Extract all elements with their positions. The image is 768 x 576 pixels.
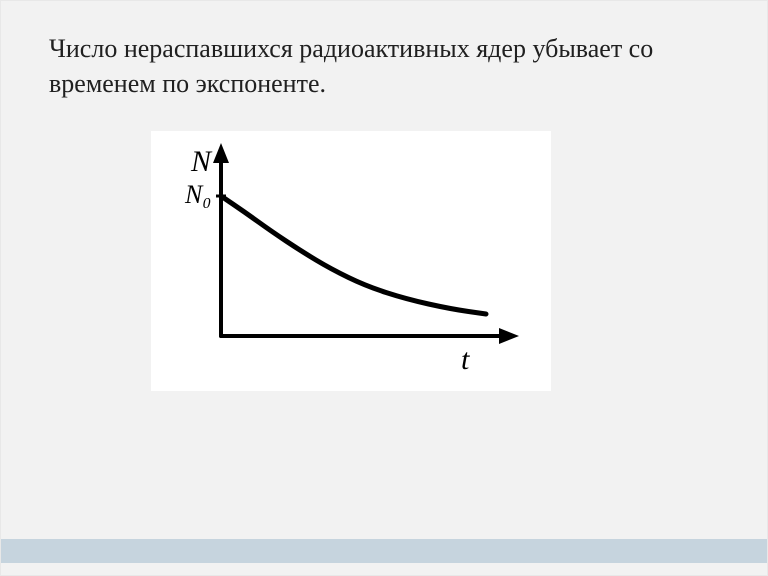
x-axis-label: t (461, 343, 470, 376)
decay-chart-panel: N N₀ t (151, 131, 551, 391)
n0-label: N₀ (184, 180, 211, 209)
y-axis-arrow (213, 143, 229, 163)
footer-strip (1, 539, 767, 563)
decay-chart: N N₀ t (151, 131, 551, 391)
y-axis-label: N (190, 145, 213, 178)
decay-curve (221, 196, 486, 314)
slide-container: Число нераспавшихся радиоактивных ядер у… (0, 0, 768, 576)
x-axis-arrow (499, 328, 519, 344)
slide-title: Число нераспавшихся радиоактивных ядер у… (49, 31, 719, 101)
